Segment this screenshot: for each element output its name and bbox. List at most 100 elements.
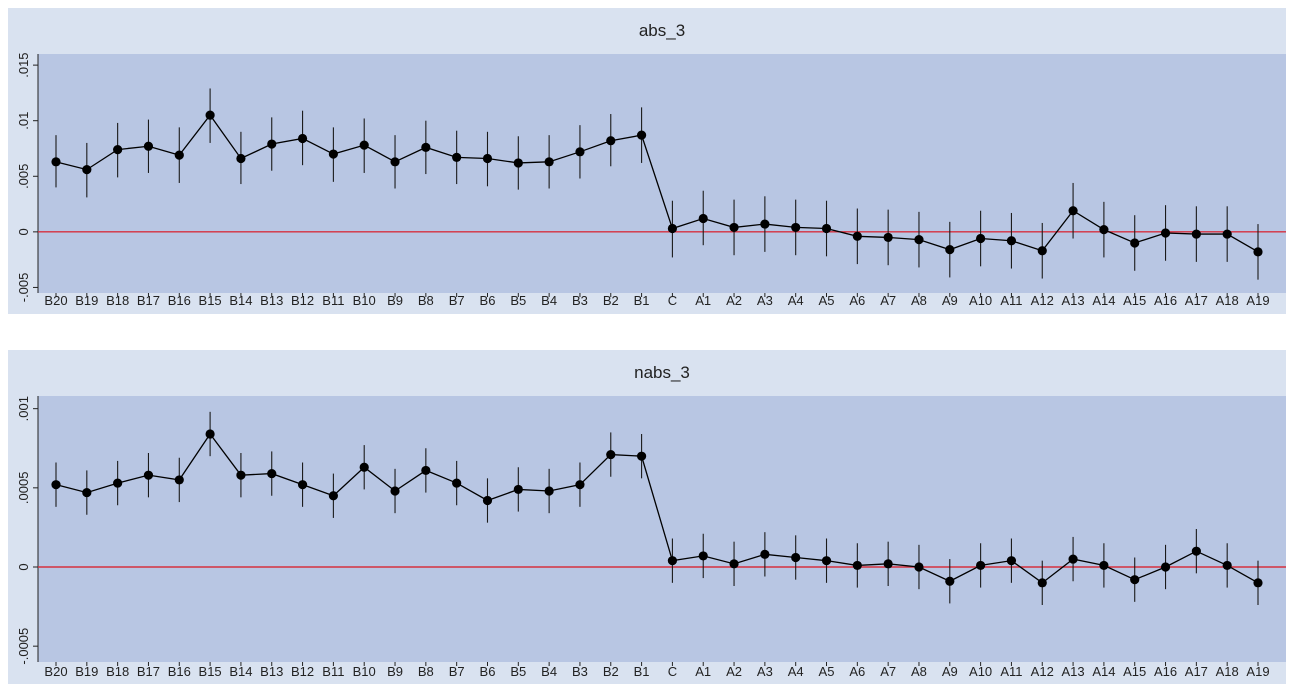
x-tick-label: B8 [418,664,434,679]
data-point [421,142,431,152]
x-tick-label: A8 [911,293,927,308]
data-point [297,133,308,144]
x-tick-label: B13 [260,664,283,679]
data-point [1130,238,1140,248]
data-point [606,449,616,460]
y-tick-label: .005 [16,164,31,189]
x-tick-label: B12 [291,293,314,308]
data-point [297,480,308,490]
data-point [821,556,832,566]
x-tick-label: B12 [291,664,314,679]
data-point [359,462,369,472]
x-tick-label: A16 [1154,664,1177,679]
data-point [1191,229,1201,239]
data-point [821,223,832,234]
data-point [698,551,708,561]
data-point [729,222,739,233]
x-tick-label: A14 [1092,664,1115,679]
data-point [544,486,554,496]
x-tick-label: B6 [480,293,496,308]
data-point [636,130,647,140]
data-point [205,429,215,439]
x-tick-label: A5 [819,293,835,308]
x-tick-label: A9 [942,664,958,679]
x-tick-label: A10 [969,664,992,679]
data-point [328,149,338,159]
data-point [1037,578,1047,588]
data-point [51,480,61,490]
data-point [760,219,770,229]
x-tick-label: B7 [449,293,465,308]
x-tick-label: B7 [449,664,465,679]
data-point [113,478,123,488]
data-point [914,235,924,245]
plot-area [38,54,1286,293]
data-point [760,549,770,559]
data-point [513,158,523,168]
x-tick-label: A6 [849,664,865,679]
x-tick-label: B6 [480,664,496,679]
x-tick-label: B8 [418,293,434,308]
data-point [1099,560,1109,571]
x-tick-label: B9 [387,664,403,679]
data-point [1006,556,1017,566]
data-point [328,491,338,501]
data-point [1191,546,1201,556]
data-point [575,147,585,157]
x-tick-label: A7 [880,664,896,679]
x-tick-label: A4 [788,664,804,679]
x-tick-label: B15 [199,293,222,308]
x-tick-label: A1 [695,664,711,679]
x-tick-label: C [668,293,677,308]
data-point [236,470,246,480]
data-point [1068,206,1078,216]
data-point [852,231,862,241]
plot-area [38,396,1286,662]
chart-panel-nabs-3: nabs_3 -.0005 0 .0005 .001 B20 B19 B18 B17 B16 B15… [8,350,1286,684]
x-tick-label: A8 [911,664,927,679]
data-point [452,478,462,488]
x-tick-label: B16 [168,664,191,679]
data-point [482,153,493,164]
data-point [113,145,123,155]
data-point [883,232,893,243]
x-tick-label: B2 [603,293,619,308]
x-tick-label: C [668,664,677,679]
data-point [791,222,801,233]
x-tick-label: B4 [541,664,557,679]
x-tick-label: A11 [1000,293,1022,308]
data-point [1037,246,1047,256]
data-point [236,153,246,164]
data-point [1222,229,1232,239]
x-tick-label: A19 [1246,293,1269,308]
x-tick-label: A7 [880,293,896,308]
x-tick-label: A13 [1062,664,1085,679]
y-tick-label: -.005 [16,273,31,303]
x-tick-label: B20 [44,664,67,679]
x-tick-label: B18 [106,293,129,308]
data-point [945,245,955,255]
x-tick-label: B5 [510,293,526,308]
data-point [482,495,493,506]
data-point [1130,575,1140,585]
data-point [421,465,431,476]
x-tick-label: B13 [260,293,283,308]
x-tick-label: A1 [695,293,711,308]
x-tick-label: B11 [322,293,344,308]
x-tick-label: B14 [229,664,252,679]
x-tick-label: B17 [137,664,160,679]
series-line [55,114,1259,253]
x-tick-label: A2 [726,664,742,679]
x-tick-label: A9 [942,293,958,308]
x-tick-label: B1 [634,664,650,679]
data-point [914,562,924,572]
data-point [82,487,92,498]
data-point [636,451,647,461]
panel-title: abs_3 [639,21,685,40]
data-point [267,468,277,479]
x-tick-label: B16 [168,293,191,308]
x-tick-label: B10 [353,664,376,679]
x-tick-label: B5 [510,664,526,679]
x-tick-label: A17 [1185,664,1208,679]
